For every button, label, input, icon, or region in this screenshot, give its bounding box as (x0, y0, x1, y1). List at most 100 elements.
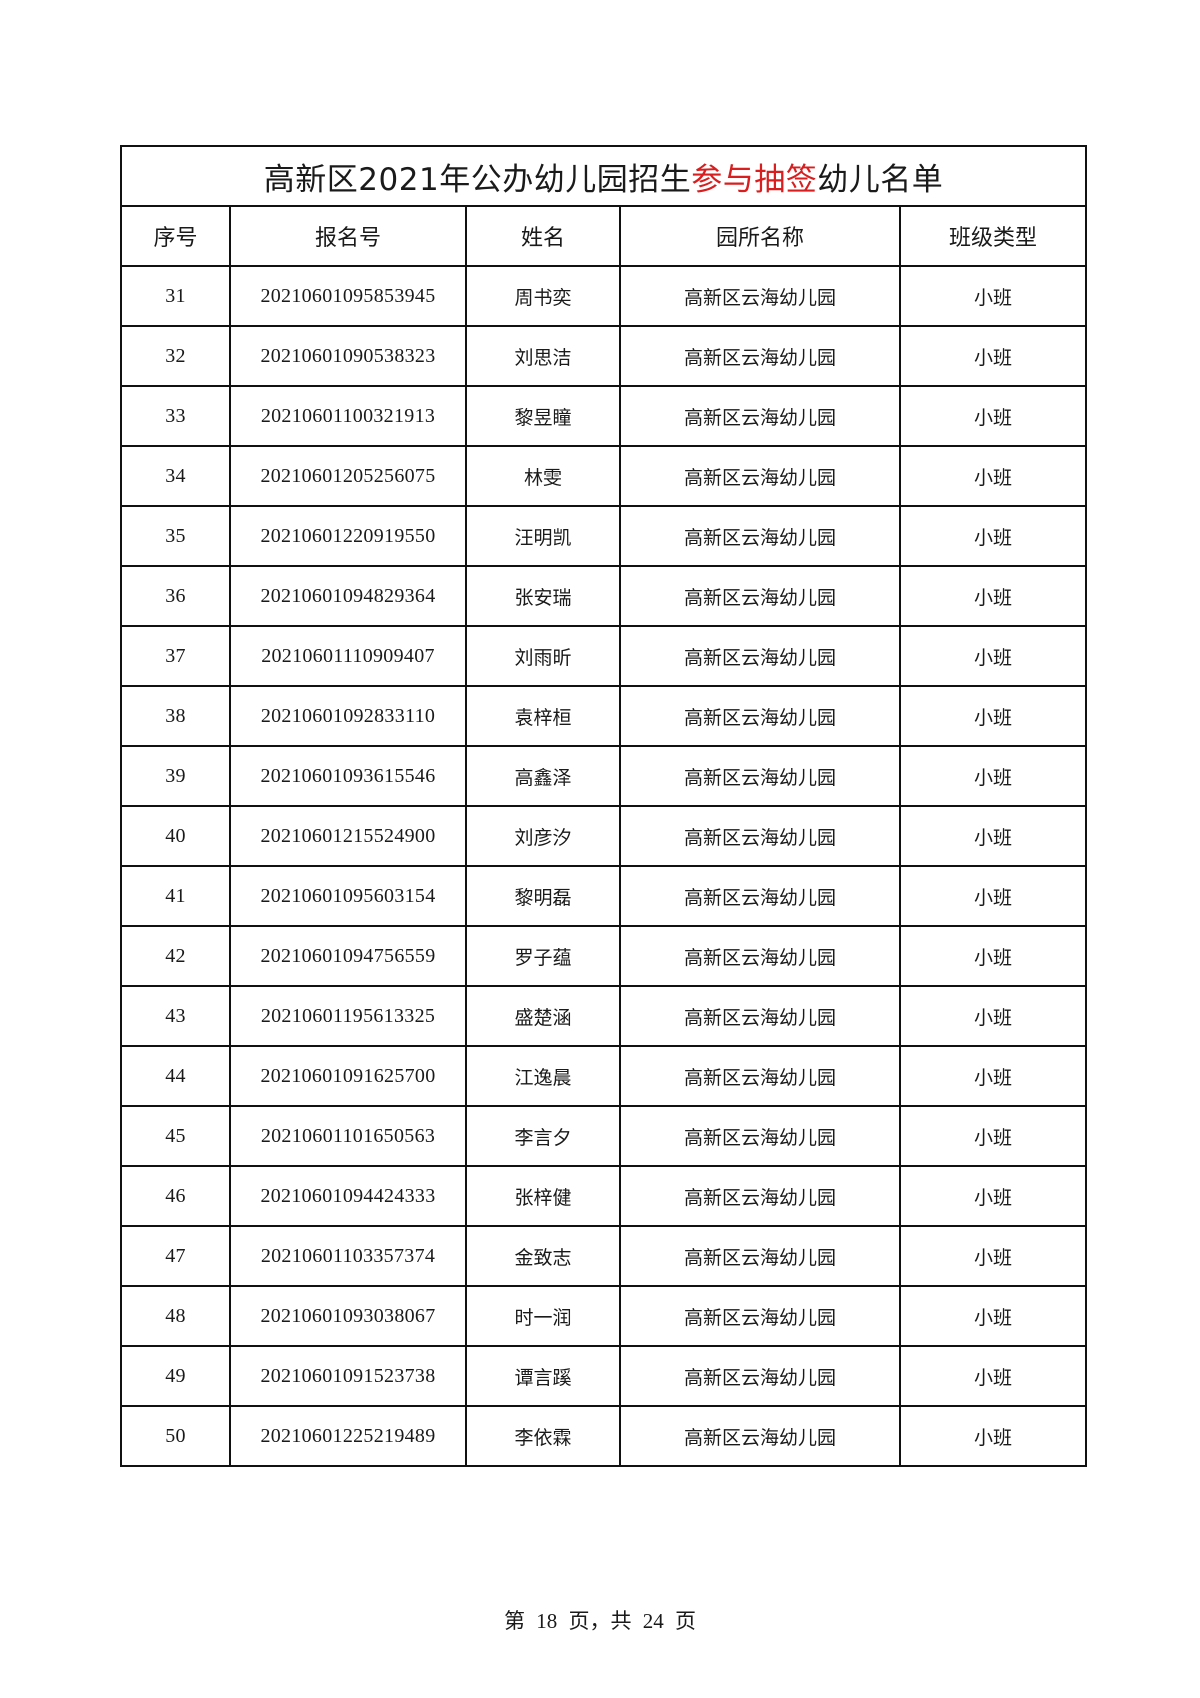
reg-number: 20210601103357374 (229, 1225, 467, 1287)
table-row: 34 20210601205256075 林雯 高新区云海幼儿园 小班 (120, 445, 1087, 507)
table-row: 42 20210601094756559 罗子蕴 高新区云海幼儿园 小班 (120, 925, 1087, 987)
child-name: 李依霖 (465, 1405, 621, 1467)
row-index: 43 (120, 985, 231, 1047)
reg-number: 20210601092833110 (229, 685, 467, 747)
row-index: 36 (120, 565, 231, 627)
row-index: 41 (120, 865, 231, 927)
reg-number: 20210601093038067 (229, 1285, 467, 1347)
class-type: 小班 (899, 1045, 1087, 1107)
kindergarten-name: 高新区云海幼儿园 (619, 1165, 901, 1227)
child-name: 张梓健 (465, 1165, 621, 1227)
child-name: 周书奕 (465, 265, 621, 327)
kindergarten-name: 高新区云海幼儿园 (619, 985, 901, 1047)
reg-number: 20210601091625700 (229, 1045, 467, 1107)
class-type: 小班 (899, 325, 1087, 387)
kindergarten-name: 高新区云海幼儿园 (619, 685, 901, 747)
kindergarten-name: 高新区云海幼儿园 (619, 625, 901, 687)
class-type: 小班 (899, 925, 1087, 987)
row-index: 42 (120, 925, 231, 987)
header-index: 序号 (120, 205, 231, 267)
child-name: 黎明磊 (465, 865, 621, 927)
row-index: 32 (120, 325, 231, 387)
table-row: 37 20210601110909407 刘雨昕 高新区云海幼儿园 小班 (120, 625, 1087, 687)
kindergarten-name: 高新区云海幼儿园 (619, 865, 901, 927)
reg-number: 20210601110909407 (229, 625, 467, 687)
table-row: 33 20210601100321913 黎昱瞳 高新区云海幼儿园 小班 (120, 385, 1087, 447)
child-name: 黎昱瞳 (465, 385, 621, 447)
row-index: 31 (120, 265, 231, 327)
kindergarten-name: 高新区云海幼儿园 (619, 1345, 901, 1407)
row-index: 35 (120, 505, 231, 567)
table-row: 44 20210601091625700 江逸晨 高新区云海幼儿园 小班 (120, 1045, 1087, 1107)
reg-number: 20210601093615546 (229, 745, 467, 807)
table-row: 41 20210601095603154 黎明磊 高新区云海幼儿园 小班 (120, 865, 1087, 927)
row-index: 39 (120, 745, 231, 807)
class-type: 小班 (899, 685, 1087, 747)
class-type: 小班 (899, 985, 1087, 1047)
row-index: 33 (120, 385, 231, 447)
kindergarten-name: 高新区云海幼儿园 (619, 1405, 901, 1467)
child-name: 刘彦汐 (465, 805, 621, 867)
row-index: 50 (120, 1405, 231, 1467)
class-type: 小班 (899, 265, 1087, 327)
child-name: 李言夕 (465, 1105, 621, 1167)
child-name: 江逸晨 (465, 1045, 621, 1107)
child-name: 高鑫泽 (465, 745, 621, 807)
class-type: 小班 (899, 385, 1087, 447)
reg-number: 20210601090538323 (229, 325, 467, 387)
reg-number: 20210601220919550 (229, 505, 467, 567)
enrollment-table: 高新区2021年公办幼儿园招生参与抽签幼儿名单 序号 报名号 姓名 园所名称 班… (120, 145, 1087, 1467)
class-type: 小班 (899, 625, 1087, 687)
reg-number: 20210601100321913 (229, 385, 467, 447)
child-name: 罗子蕴 (465, 925, 621, 987)
class-type: 小班 (899, 1225, 1087, 1287)
child-name: 袁梓桓 (465, 685, 621, 747)
class-type: 小班 (899, 565, 1087, 627)
table-row: 47 20210601103357374 金致志 高新区云海幼儿园 小班 (120, 1225, 1087, 1287)
child-name: 时一润 (465, 1285, 621, 1347)
row-index: 47 (120, 1225, 231, 1287)
reg-number: 20210601094424333 (229, 1165, 467, 1227)
class-type: 小班 (899, 1405, 1087, 1467)
header-kindergarten: 园所名称 (619, 205, 901, 267)
kindergarten-name: 高新区云海幼儿园 (619, 445, 901, 507)
table-row: 36 20210601094829364 张安瑞 高新区云海幼儿园 小班 (120, 565, 1087, 627)
row-index: 45 (120, 1105, 231, 1167)
title-part1: 高新区2021年公办幼儿园招生 (263, 161, 692, 198)
table-row: 43 20210601195613325 盛楚涵 高新区云海幼儿园 小班 (120, 985, 1087, 1047)
header-reg-no: 报名号 (229, 205, 467, 267)
header-name: 姓名 (465, 205, 621, 267)
reg-number: 20210601094829364 (229, 565, 467, 627)
kindergarten-name: 高新区云海幼儿园 (619, 805, 901, 867)
reg-number: 20210601215524900 (229, 805, 467, 867)
kindergarten-name: 高新区云海幼儿园 (619, 325, 901, 387)
child-name: 刘雨昕 (465, 625, 621, 687)
class-type: 小班 (899, 505, 1087, 567)
class-type: 小班 (899, 745, 1087, 807)
table-row: 39 20210601093615546 高鑫泽 高新区云海幼儿园 小班 (120, 745, 1087, 807)
row-index: 44 (120, 1045, 231, 1107)
class-type: 小班 (899, 1345, 1087, 1407)
child-name: 张安瑞 (465, 565, 621, 627)
table-row: 46 20210601094424333 张梓健 高新区云海幼儿园 小班 (120, 1165, 1087, 1227)
kindergarten-name: 高新区云海幼儿园 (619, 265, 901, 327)
child-name: 刘思洁 (465, 325, 621, 387)
row-index: 46 (120, 1165, 231, 1227)
child-name: 汪明凯 (465, 505, 621, 567)
kindergarten-name: 高新区云海幼儿园 (619, 505, 901, 567)
kindergarten-name: 高新区云海幼儿园 (619, 1225, 901, 1287)
child-name: 盛楚涵 (465, 985, 621, 1047)
class-type: 小班 (899, 1285, 1087, 1347)
class-type: 小班 (899, 1105, 1087, 1167)
reg-number: 20210601195613325 (229, 985, 467, 1047)
class-type: 小班 (899, 805, 1087, 867)
reg-number: 20210601095853945 (229, 265, 467, 327)
table-row: 31 20210601095853945 周书奕 高新区云海幼儿园 小班 (120, 265, 1087, 327)
kindergarten-name: 高新区云海幼儿园 (619, 925, 901, 987)
reg-number: 20210601094756559 (229, 925, 467, 987)
table-row: 48 20210601093038067 时一润 高新区云海幼儿园 小班 (120, 1285, 1087, 1347)
child-name: 金致志 (465, 1225, 621, 1287)
row-index: 40 (120, 805, 231, 867)
row-index: 34 (120, 445, 231, 507)
title-highlight: 参与抽签 (691, 161, 818, 198)
